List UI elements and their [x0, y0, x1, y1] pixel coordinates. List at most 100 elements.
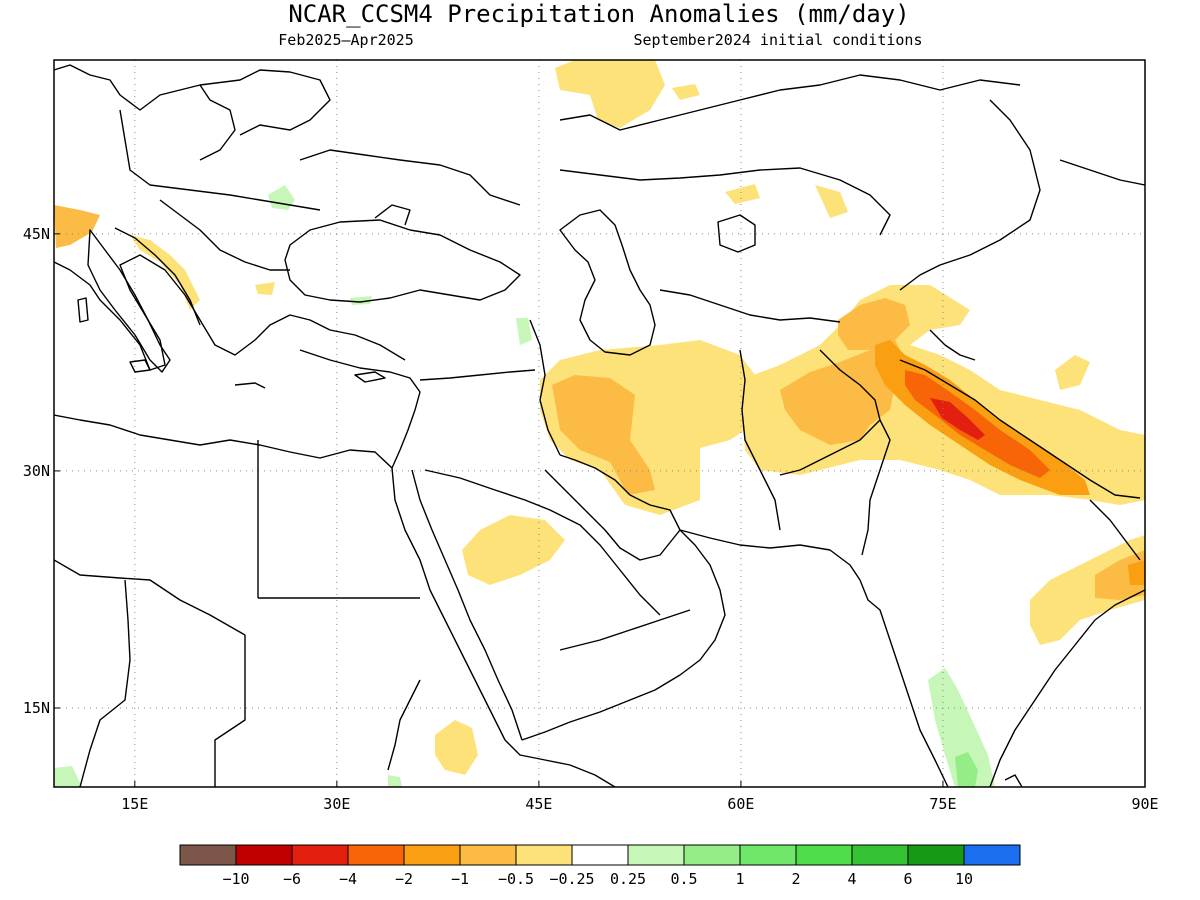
- lon-tick-label-3: 60E: [727, 795, 754, 813]
- anomaly-region-zagros: [552, 375, 655, 495]
- lat-tick-label-2: 15N: [23, 699, 50, 717]
- coastline-africa-north: [54, 414, 393, 469]
- legend-swatch-8: [627, 844, 685, 866]
- anomaly-region-arabia: [462, 515, 565, 585]
- legend-label-5: −0.5: [498, 870, 534, 888]
- legend-swatch-2: [291, 844, 349, 866]
- coastline-india-west: [859, 579, 949, 787]
- legend-swatch-10: [739, 844, 797, 866]
- legend-label-7: 0.25: [610, 870, 646, 888]
- anomaly-region-hungary-wet: [268, 185, 295, 210]
- coastline-black-sea: [284, 219, 521, 303]
- legend-label-8: 0.5: [670, 870, 697, 888]
- coastline-india-east: [989, 589, 1145, 787]
- anomaly-region-pamir: [838, 298, 910, 350]
- island-sardinia: [77, 297, 89, 323]
- border-iran-east: [739, 349, 781, 531]
- legend-swatch-6: [515, 844, 573, 866]
- coastline-crimea: [374, 204, 411, 226]
- border-chad-sudan: [214, 635, 246, 787]
- initial-conditions: September2024 initial conditions: [634, 31, 923, 49]
- map-frame: [53, 59, 1146, 788]
- anomaly-region-somalia-wet: [388, 775, 402, 787]
- border-central-asia: [659, 289, 841, 323]
- border-nepal-bangladesh: [1089, 499, 1141, 561]
- legend-swatch-3: [347, 844, 405, 866]
- longitude-axis: 15E 30E 45E 60E 75E 90E: [121, 781, 1159, 813]
- island-cyprus: [354, 371, 386, 383]
- anomaly-region-caucasus-wet: [516, 318, 532, 345]
- coastline-aral: [717, 214, 756, 253]
- border-kazakhstan: [559, 167, 891, 236]
- coastline-adriatic: [114, 227, 201, 326]
- anomaly-region-bengal-core: [1095, 550, 1145, 600]
- legend-label-2: −4: [339, 870, 357, 888]
- lat-tick-label-1: 30N: [23, 462, 50, 480]
- anomaly-region-africa-wet: [54, 766, 82, 787]
- anomaly-region-himalaya-core: [930, 398, 985, 440]
- anomaly-region-ethiopia: [435, 720, 478, 775]
- coastline-levant: [391, 409, 416, 469]
- anomaly-region-north-russia: [555, 60, 665, 128]
- legend-label-12: 6: [903, 870, 912, 888]
- legend-swatch-5: [459, 844, 517, 866]
- legend-label-9: 1: [735, 870, 744, 888]
- anomaly-region-south-india-wet: [928, 668, 995, 787]
- island-sicily: [129, 359, 151, 373]
- border-iran-iraq: [529, 319, 561, 456]
- coastlines-and-borders: [54, 64, 1145, 787]
- island-sri-lanka: [1004, 774, 1023, 787]
- lon-tick-label-5: 90E: [1131, 795, 1158, 813]
- color-legend: −10 −6 −4 −2 −1 −0.5 −0.25 0.25 0.5 1 2 4 6 10: [179, 844, 1021, 888]
- legend-label-4: −1: [451, 870, 469, 888]
- coastline-persian-gulf: [544, 454, 681, 561]
- anomaly-region-alps: [54, 205, 100, 248]
- border-libya-chad: [54, 559, 246, 636]
- island-crete: [234, 382, 266, 389]
- border-sudan-ethiopia: [387, 679, 421, 771]
- border-algeria-niger: [79, 579, 131, 787]
- coastline-caspian: [559, 209, 656, 356]
- legend-swatch-9: [683, 844, 741, 866]
- anomaly-region-bengal-orange: [1128, 560, 1145, 585]
- coastline-baltic: [199, 84, 236, 161]
- border-yemen-oman: [559, 609, 691, 651]
- legend-label-6: −0.25: [549, 870, 594, 888]
- lon-tick-label-2: 45E: [525, 795, 552, 813]
- map-panel: 15E 30E 45E 60E 75E 90E 45N 30N 15N: [23, 59, 1159, 813]
- border-tibet-west: [929, 329, 976, 361]
- coastline-mediterranean-north: [54, 254, 406, 371]
- coastline-red-sea-west: [391, 467, 506, 741]
- anomaly-region-turkey-wet: [350, 296, 372, 305]
- anomaly-region-afghanistan: [780, 340, 905, 445]
- legend-label-0: −10: [222, 870, 249, 888]
- border-saudi-arabia: [424, 469, 661, 616]
- anomaly-region-west-siberia: [725, 184, 760, 204]
- border-europe-interior: [119, 109, 321, 211]
- legend-label-11: 4: [847, 870, 856, 888]
- anomaly-region-tibet-small: [1055, 355, 1090, 390]
- coastline-arctic: [559, 74, 1021, 131]
- border-russia-china-mongolia: [899, 99, 1041, 291]
- forecast-period: Feb2025–Apr2025: [278, 31, 413, 49]
- coastline-arabia-south: [521, 529, 726, 741]
- coastline-horn-of-africa: [504, 739, 616, 787]
- anomaly-region-north-russia-small: [672, 84, 700, 100]
- legend-label-3: −2: [395, 870, 413, 888]
- legend-label-1: −6: [283, 870, 301, 888]
- border-turkey-syria: [419, 369, 536, 381]
- legend-swatch-1: [235, 844, 293, 866]
- border-afghanistan-pakistan: [779, 349, 881, 476]
- border-balkans: [159, 199, 290, 271]
- coastline-italy: [87, 229, 171, 373]
- legend-swatch-11: [795, 844, 853, 866]
- anomaly-region-south-india-wet-core: [955, 752, 978, 787]
- border-india-china: [899, 359, 1141, 499]
- lon-tick-label-1: 30E: [323, 795, 350, 813]
- anomaly-region-himalaya: [905, 370, 1050, 478]
- anomaly-region-kazakhstan: [815, 185, 848, 218]
- main-title: NCAR_CCSM4 Precipitation Anomalies (mm/d…: [288, 0, 909, 28]
- legend-label-10: 2: [791, 870, 800, 888]
- legend-label-13: 10: [955, 870, 973, 888]
